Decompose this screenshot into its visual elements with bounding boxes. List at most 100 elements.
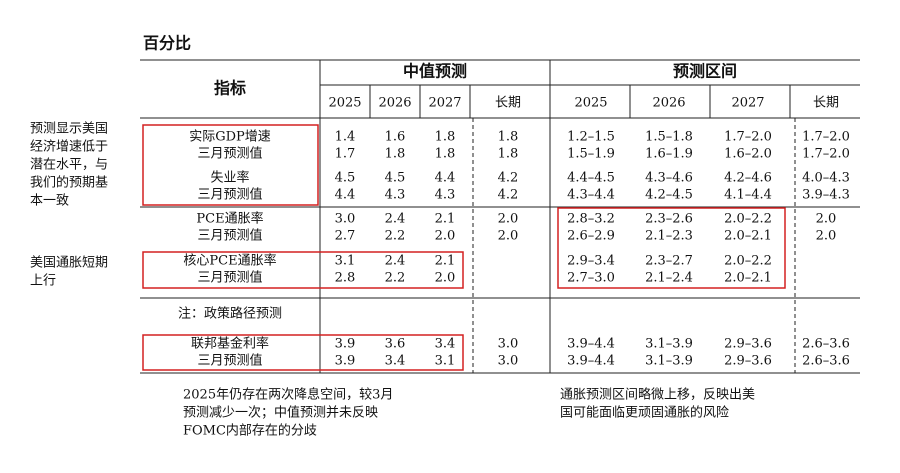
range-cell: 1.7–2.0	[724, 130, 772, 145]
annotation: 我们的预期基	[30, 175, 108, 191]
row-label: 三月预测值	[197, 228, 262, 244]
row-label: 实际GDP增速	[189, 130, 271, 145]
year-header: 2027	[731, 96, 764, 111]
range-cell: 2.9–3.6	[724, 354, 772, 369]
range-cell: 2.0–2.2	[724, 254, 772, 269]
range-cell: 3.9–4.4	[567, 354, 615, 369]
median-cell: 1.8	[385, 147, 406, 162]
annotation: 本一致	[30, 194, 69, 209]
range-cell: 2.0–2.1	[724, 229, 772, 244]
median-cell: 1.8	[498, 147, 519, 162]
range-cell: 2.0–2.1	[724, 271, 772, 286]
median-cell: 3.4	[385, 354, 406, 369]
median-cell: 3.1	[335, 254, 356, 269]
note: 注：政策路径预测	[178, 306, 282, 322]
median-cell: 4.5	[385, 171, 406, 186]
annotation: 经济增速低于	[30, 140, 108, 155]
range-cell: 1.6–2.0	[724, 147, 772, 162]
median-cell: 2.1	[435, 254, 456, 269]
label-header: 指标	[214, 79, 246, 98]
range-cell: 2.1–2.4	[645, 271, 693, 286]
median-cell: 4.2	[498, 171, 519, 186]
median-header: 中值预测	[403, 62, 467, 81]
row-label: 联邦基金利率	[191, 336, 269, 352]
highlight	[142, 334, 464, 371]
range-cell: 2.1–2.3	[645, 229, 693, 244]
median-cell: 1.6	[385, 130, 406, 145]
row-label: 三月预测值	[197, 270, 262, 286]
range-cell: 4.1–4.4	[724, 188, 772, 203]
year-header: 2025	[574, 96, 607, 111]
row-label: PCE通胀率	[196, 211, 263, 227]
range-cell: 1.7–2.0	[802, 147, 850, 162]
annotation: 国可能面临更顽固通胀的风险	[560, 405, 729, 421]
annotation: 2025年仍存在两次降息空间，较3月	[183, 387, 393, 403]
range-cell: 2.0	[816, 229, 837, 244]
median-cell: 2.0	[435, 271, 456, 286]
title: 百分比	[143, 34, 191, 53]
median-cell: 4.3	[435, 188, 456, 203]
range-cell: 1.6–1.9	[645, 147, 693, 162]
range-cell: 1.2–1.5	[567, 130, 615, 145]
range-cell: 3.9–4.3	[802, 188, 850, 203]
median-cell: 3.1	[435, 354, 456, 369]
range-cell: 4.4–4.5	[567, 171, 615, 186]
median-cell: 1.7	[335, 147, 356, 162]
range-cell: 4.3–4.4	[567, 188, 615, 203]
range-cell: 2.3–2.6	[645, 212, 693, 227]
year-header: 长期	[495, 96, 521, 111]
median-cell: 3.0	[335, 212, 356, 227]
range-cell: 2.9–3.6	[724, 337, 772, 352]
median-cell: 2.7	[335, 229, 356, 244]
median-cell: 4.4	[435, 171, 456, 186]
range-cell: 4.2–4.6	[724, 171, 772, 186]
median-cell: 3.4	[435, 337, 456, 352]
annotation: 通胀预测区间略微上移，反映出美	[560, 387, 755, 403]
range-cell: 2.6–3.6	[802, 337, 850, 352]
annotation: 潜在水平，与	[30, 158, 108, 173]
year-header: 长期	[813, 96, 839, 111]
row-label: 三月预测值	[197, 146, 262, 162]
median-cell: 1.8	[435, 147, 456, 162]
range-cell: 2.6–3.6	[802, 354, 850, 369]
year-header: 2027	[428, 96, 461, 111]
annotation: 预测减少一次；中值预测并未反映	[183, 405, 378, 421]
range-cell: 1.5–1.8	[645, 130, 693, 145]
highlight	[557, 207, 786, 289]
range-cell: 2.0–2.2	[724, 212, 772, 227]
range-cell: 2.9–3.4	[567, 254, 615, 269]
annotation: 预测显示美国	[30, 122, 108, 137]
median-cell: 1.8	[498, 130, 519, 145]
median-cell: 2.2	[385, 229, 406, 244]
median-cell: 3.0	[498, 337, 519, 352]
annotation: 美国通胀短期	[30, 256, 108, 271]
range-cell: 2.8–3.2	[567, 212, 615, 227]
row-label: 三月预测值	[197, 187, 262, 203]
median-cell: 2.0	[498, 212, 519, 227]
range-cell: 1.5–1.9	[567, 147, 615, 162]
highlight	[142, 124, 319, 206]
annotation: FOMC内部存在的分歧	[183, 423, 317, 439]
range-cell: 4.3–4.6	[645, 171, 693, 186]
range-cell: 2.7–3.0	[567, 271, 615, 286]
highlight	[142, 251, 464, 289]
median-cell: 2.4	[385, 254, 406, 269]
median-cell: 1.4	[335, 130, 356, 145]
range-cell: 3.1–3.9	[645, 337, 693, 352]
row-label: 失业率	[210, 170, 249, 186]
median-cell: 2.4	[385, 212, 406, 227]
median-cell: 2.1	[435, 212, 456, 227]
year-header: 2026	[378, 96, 411, 111]
row-label: 三月预测值	[197, 353, 262, 369]
median-cell: 2.8	[335, 271, 356, 286]
median-cell: 3.6	[385, 337, 406, 352]
year-header: 2026	[652, 96, 685, 111]
row-label: 核心PCE通胀率	[183, 253, 276, 269]
median-cell: 4.5	[335, 171, 356, 186]
median-cell: 4.4	[335, 188, 356, 203]
median-cell: 1.8	[435, 130, 456, 145]
median-cell: 4.2	[498, 188, 519, 203]
range-cell: 1.7–2.0	[802, 130, 850, 145]
median-cell: 3.9	[335, 337, 356, 352]
range-cell: 2.0	[816, 212, 837, 227]
